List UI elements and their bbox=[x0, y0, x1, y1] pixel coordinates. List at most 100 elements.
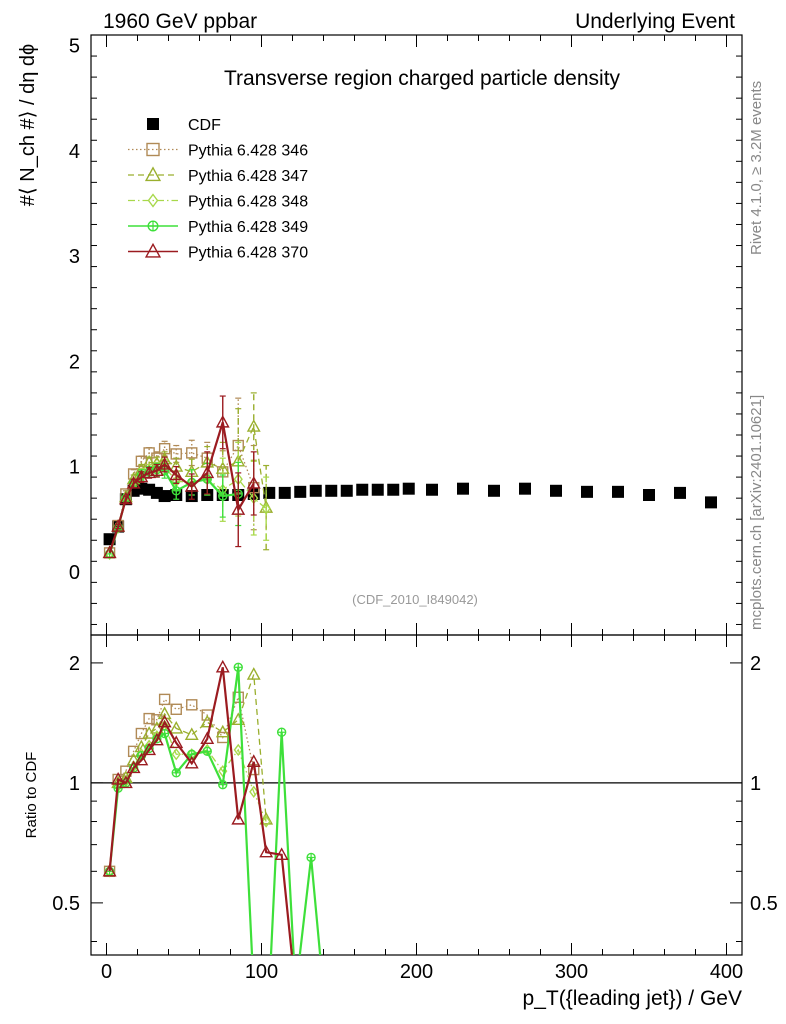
ratio-point bbox=[246, 667, 261, 680]
legend-marker bbox=[147, 118, 159, 130]
ratio-y-tick-label-left: 2 bbox=[69, 653, 80, 675]
legend-label: Pythia 6.428 347 bbox=[188, 168, 308, 185]
mcplots-label: mcplots.cern.ch [arXiv:2401.10621] bbox=[748, 395, 765, 630]
ratio-point bbox=[259, 844, 274, 858]
analysis-watermark: (CDF_2010_I849042) bbox=[352, 592, 478, 607]
x-axis-label: p_T({leading jet}) / GeV bbox=[523, 987, 742, 1010]
ratio-point bbox=[158, 693, 171, 706]
data-point bbox=[519, 482, 531, 495]
data-point bbox=[340, 484, 353, 497]
ratio-point bbox=[170, 703, 182, 715]
ratio-series-layer bbox=[102, 659, 322, 955]
main-y-tick-label: 2 bbox=[69, 351, 80, 373]
ratio-point bbox=[261, 815, 271, 828]
ratio-point bbox=[187, 748, 197, 761]
main-y-tick-label: 1 bbox=[69, 457, 80, 479]
data-point bbox=[186, 447, 198, 459]
ratio-point bbox=[157, 714, 172, 728]
ratio-y-axis-label: Ratio to CDF bbox=[23, 752, 40, 839]
data-point bbox=[184, 479, 199, 492]
ratio-panel-frame bbox=[90, 634, 743, 956]
legend-label: Pythia 6.428 349 bbox=[188, 219, 308, 236]
legend-label: Pythia 6.428 346 bbox=[188, 143, 308, 160]
data-point bbox=[457, 482, 469, 495]
data-point bbox=[246, 475, 261, 489]
data-point bbox=[371, 483, 384, 496]
ratio-series bbox=[102, 659, 293, 955]
legend-entry: CDF bbox=[147, 117, 221, 134]
ratio-point bbox=[149, 732, 164, 746]
data-point bbox=[581, 485, 593, 498]
ratio-point bbox=[259, 811, 274, 825]
ratio-point bbox=[118, 775, 133, 789]
data-point bbox=[102, 545, 117, 559]
data-point bbox=[387, 483, 400, 496]
ratio-point bbox=[169, 720, 184, 734]
legend-entry: Pythia 6.428 346 bbox=[128, 143, 308, 160]
ratio-point bbox=[184, 727, 199, 741]
data-point bbox=[142, 465, 157, 479]
x-tick-label: 0 bbox=[101, 961, 112, 983]
data-point bbox=[278, 486, 291, 499]
data-point bbox=[149, 463, 164, 476]
data-point bbox=[325, 484, 338, 497]
ratio-y-tick-label-right: 2 bbox=[750, 653, 761, 675]
mc-series bbox=[102, 395, 261, 559]
ratio-line bbox=[108, 724, 267, 872]
ratio-point bbox=[215, 724, 230, 738]
legend: CDF Pythia 6.428 346 Pythia 6.428 347 Pythi… bbox=[128, 117, 308, 262]
data-point bbox=[705, 496, 717, 509]
axes-layer: 0 100 200 300 400 0 1 2 3 4 5 0.5 0.5 1 1 2 2 bbox=[52, 35, 778, 983]
ratio-point bbox=[171, 748, 181, 761]
ratio-point bbox=[274, 847, 289, 861]
data-series bbox=[103, 482, 717, 546]
ratio-point bbox=[111, 772, 126, 785]
main-y-axis-label: #⟨ N_ch #⟩ / dη dϕ bbox=[17, 44, 39, 206]
header-right: Underlying Event bbox=[575, 10, 735, 33]
data-point bbox=[215, 414, 230, 428]
ratio-y-tick-label-right: 1 bbox=[750, 773, 761, 795]
data-point bbox=[612, 485, 624, 498]
legend-marker bbox=[144, 166, 162, 182]
main-y-tick-label: 0 bbox=[69, 562, 80, 584]
ratio-point bbox=[184, 755, 199, 769]
data-point bbox=[170, 448, 182, 460]
ratio-point bbox=[126, 760, 141, 774]
data-point bbox=[261, 502, 271, 515]
legend-entry: Pythia 6.428 349 bbox=[128, 219, 308, 236]
data-point bbox=[169, 467, 184, 481]
ratio-y-tick-label-left: 1 bbox=[69, 773, 80, 795]
legend-label: CDF bbox=[188, 117, 221, 134]
ratio-point bbox=[102, 863, 117, 877]
x-tick-label: 400 bbox=[710, 961, 743, 983]
data-point bbox=[674, 486, 686, 499]
data-point bbox=[126, 475, 141, 489]
data-point bbox=[111, 519, 126, 532]
ratio-point bbox=[142, 742, 157, 756]
legend-entry: Pythia 6.428 348 bbox=[128, 193, 308, 211]
main-title: Transverse region charged particle densi… bbox=[224, 67, 621, 90]
data-point bbox=[643, 489, 655, 501]
data-point bbox=[200, 465, 215, 479]
legend-marker bbox=[144, 242, 162, 258]
ratio-point bbox=[249, 785, 259, 798]
ratio-point bbox=[233, 743, 243, 757]
main-y-tick-label: 4 bbox=[69, 141, 80, 163]
ratio-point bbox=[200, 731, 215, 745]
x-tick-label: 200 bbox=[400, 961, 433, 983]
legend-marker bbox=[146, 142, 160, 157]
data-point bbox=[231, 502, 246, 515]
data-point bbox=[263, 486, 276, 499]
ratio-line bbox=[108, 694, 255, 872]
ratio-point bbox=[169, 735, 184, 749]
ratio-point bbox=[143, 712, 155, 725]
x-tick-label: 100 bbox=[245, 961, 278, 983]
data-point bbox=[118, 491, 133, 505]
header-left: 1960 GeV ppbar bbox=[103, 10, 257, 33]
ratio-point bbox=[231, 811, 246, 825]
data-point bbox=[402, 482, 415, 495]
data-point bbox=[246, 419, 261, 432]
ratio-point bbox=[186, 699, 198, 711]
data-point bbox=[488, 484, 500, 497]
